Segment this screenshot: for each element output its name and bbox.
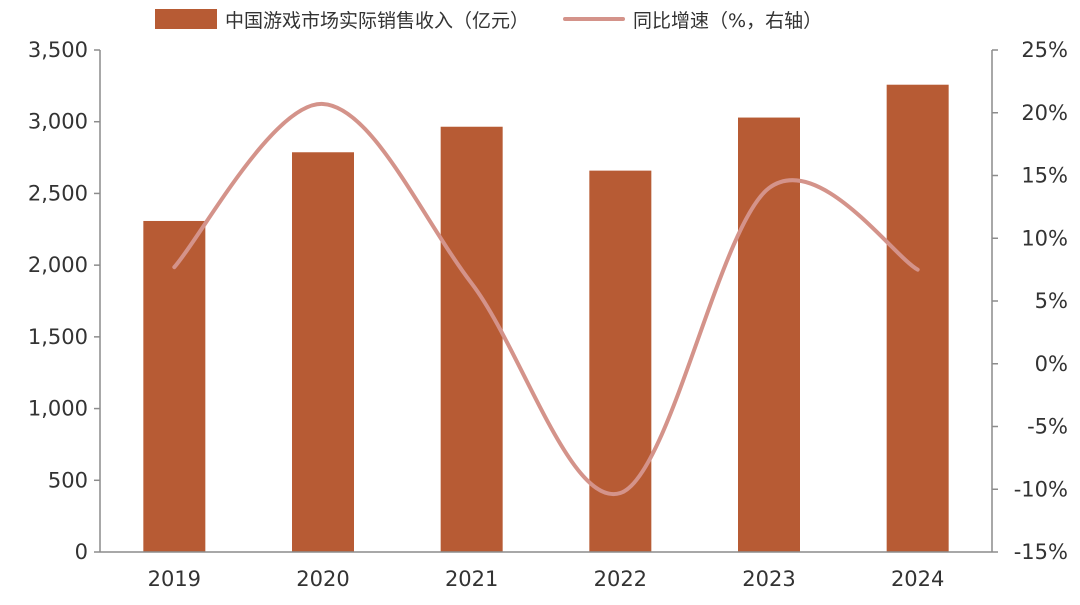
legend-swatch-revenue: [155, 9, 217, 29]
legend: 中国游戏市场实际销售收入（亿元） 同比增速（%，右轴）: [155, 4, 856, 34]
bar-2019: [143, 220, 206, 552]
growth-line: [172, 101, 920, 497]
x-tick-label: 2019: [148, 567, 201, 591]
x-tick-label: 2020: [296, 567, 349, 591]
right-tick-label: 0%: [1035, 352, 1068, 376]
bar-2023: [738, 117, 800, 552]
bar-2021: [440, 126, 503, 552]
right-tick-label: 20%: [1021, 101, 1068, 125]
right-tick-label: 5%: [1035, 289, 1068, 313]
legend-label-growth: 同比增速（%，右轴）: [633, 9, 823, 32]
bar-2024: [886, 84, 949, 552]
left-tick-label: 1,500: [28, 325, 88, 349]
x-tick-label: 2022: [594, 567, 647, 591]
left-tick-label: 3,500: [28, 38, 88, 62]
legend-item-growth: 同比增速（%，右轴）: [563, 6, 822, 33]
legend-item-revenue: 中国游戏市场实际销售收入（亿元）: [155, 6, 529, 33]
left-tick-label: 2,500: [28, 181, 88, 205]
legend-label-revenue: 中国游戏市场实际销售收入（亿元）: [225, 9, 530, 32]
left-tick-label: 2,000: [28, 253, 88, 277]
x-tick-label: 2021: [445, 567, 498, 591]
right-tick-label: -5%: [1027, 415, 1068, 439]
right-tick-label: -15%: [1014, 540, 1068, 564]
bar-2020: [292, 152, 354, 552]
right-tick-label: 25%: [1021, 38, 1068, 62]
left-tick-label: 500: [48, 468, 88, 492]
right-tick-label: 10%: [1021, 226, 1068, 250]
legend-swatch-growth: [563, 17, 626, 21]
x-tick-label: 2024: [891, 567, 944, 591]
left-tick-label: 0: [75, 540, 88, 564]
right-tick-label: -10%: [1014, 477, 1068, 501]
left-tick-label: 1,000: [28, 397, 88, 421]
right-tick-label: 15%: [1021, 164, 1068, 188]
x-tick-label: 2023: [742, 567, 795, 591]
left-tick-label: 3,000: [28, 110, 88, 134]
